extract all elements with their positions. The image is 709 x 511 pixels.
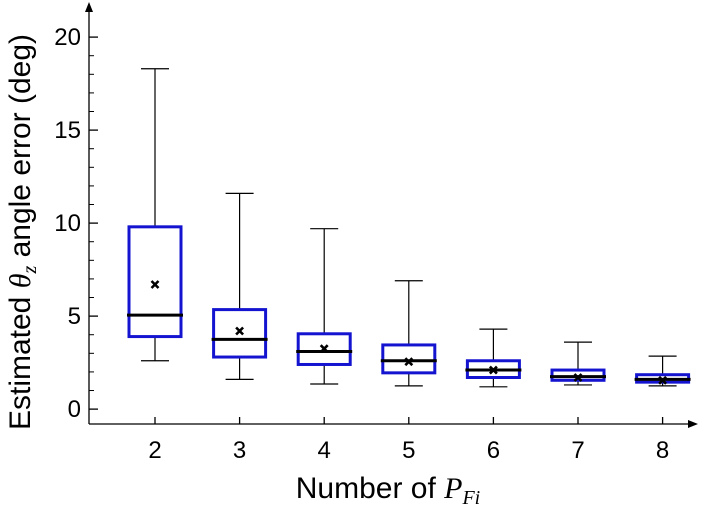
mean-marker-stroke [404, 357, 414, 367]
box-group-2 [127, 68, 183, 362]
x-tick-label: 7 [571, 437, 584, 464]
y-tick-label: 0 [68, 396, 81, 423]
mean-marker [488, 365, 498, 375]
box-group-7 [550, 341, 606, 386]
mean-marker [404, 357, 414, 367]
axes [85, 2, 698, 428]
tick-labels: 0 5 10 15 20 2 3 4 5 6 7 8 [54, 24, 669, 464]
y-axis-title-prefix: Estimated [4, 288, 37, 430]
x-axis-title-subscript: Fi [461, 487, 480, 509]
mean-marker-stroke [319, 344, 329, 354]
mean-marker [658, 375, 668, 385]
iqr-box [296, 332, 352, 366]
y-tick-label: 10 [54, 210, 81, 237]
iqr-box [381, 343, 437, 375]
mean-marker [319, 344, 329, 354]
mean-marker-stroke [573, 373, 583, 382]
x-axis-title: Number of PFi [296, 472, 481, 509]
mean-marker-stroke [235, 326, 245, 336]
iqr-box [127, 225, 183, 339]
y-axis-arrow [85, 2, 93, 12]
y-tick-label: 15 [54, 117, 81, 144]
mean-marker [235, 326, 245, 336]
y-tick-label: 5 [68, 303, 81, 330]
box-group-5 [380, 280, 437, 387]
x-tick-label: 2 [148, 437, 161, 464]
box-group-4 [296, 228, 353, 385]
mean-marker [150, 280, 160, 289]
plot-area [127, 68, 691, 388]
mean-marker [573, 373, 583, 382]
y-axis-title-symbol: θ [4, 273, 37, 288]
y-tick-label: 20 [54, 24, 81, 51]
x-tick-label: 3 [233, 437, 246, 464]
y-axis-title: Estimated θz angle error (deg) [4, 34, 41, 430]
box-group-3 [211, 192, 268, 380]
x-axis-title-symbol: P [443, 472, 462, 505]
mean-marker-stroke [150, 280, 160, 289]
x-tick-label: 6 [487, 437, 500, 464]
x-axis-title-prefix: Number of [296, 472, 444, 505]
box-group-8 [634, 355, 691, 387]
x-tick-label: 8 [656, 437, 669, 464]
box-group-6 [465, 328, 522, 388]
x-tick-label: 4 [318, 437, 331, 464]
mean-marker-stroke [658, 375, 668, 385]
iqr-box [212, 308, 268, 359]
x-tick-label: 5 [402, 437, 415, 464]
y-axis-title-suffix: angle error (deg) [4, 34, 37, 266]
x-axis-arrow [688, 420, 698, 428]
y-axis-title-subscript: z [19, 266, 41, 275]
mean-marker-stroke [488, 365, 498, 375]
